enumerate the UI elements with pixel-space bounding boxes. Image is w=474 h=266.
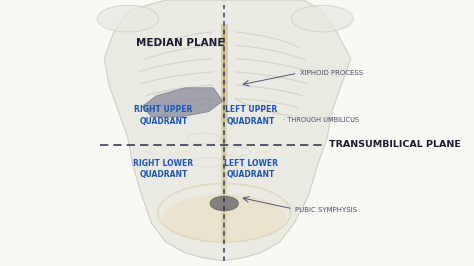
Ellipse shape — [210, 196, 238, 211]
Ellipse shape — [163, 194, 286, 242]
Text: · THROUGH UMBILICUS: · THROUGH UMBILICUS — [283, 117, 359, 123]
Text: LEFT UPPER
QUADRANT: LEFT UPPER QUADRANT — [225, 106, 277, 126]
Ellipse shape — [97, 5, 159, 32]
Ellipse shape — [292, 5, 353, 32]
Text: LEFT LOWER
QUADRANT: LEFT LOWER QUADRANT — [224, 159, 278, 179]
Text: PUBIC SYMPHYSIS: PUBIC SYMPHYSIS — [295, 207, 357, 213]
Text: RIGHT UPPER
QUADRANT: RIGHT UPPER QUADRANT — [134, 106, 193, 126]
Text: MEDIAN PLANE: MEDIAN PLANE — [136, 38, 224, 48]
PathPatch shape — [142, 88, 223, 117]
PathPatch shape — [104, 0, 351, 261]
Text: RIGHT LOWER
QUADRANT: RIGHT LOWER QUADRANT — [134, 159, 193, 179]
Text: TRANSUMBILICAL PLANE: TRANSUMBILICAL PLANE — [329, 140, 461, 149]
Text: XIPHOID PROCESS: XIPHOID PROCESS — [300, 70, 363, 76]
